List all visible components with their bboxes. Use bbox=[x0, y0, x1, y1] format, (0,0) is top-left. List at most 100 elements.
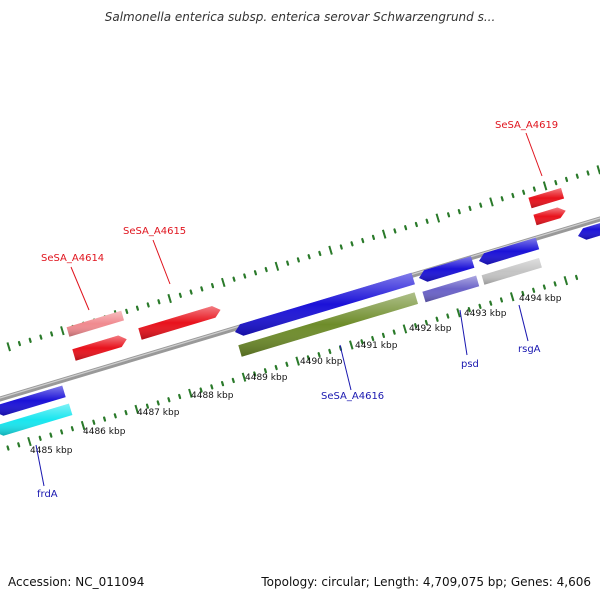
outer-tick-mark bbox=[489, 197, 494, 207]
tick-label-4487: 4487 kbp bbox=[137, 408, 180, 418]
gene-label-rsga: rsgA bbox=[518, 344, 541, 355]
gene-features bbox=[0, 188, 600, 436]
inner-tick-mark bbox=[381, 332, 386, 338]
gene-label-sesa-a4619: SeSA_A4619 bbox=[495, 120, 558, 131]
outer-tick-mark bbox=[468, 205, 472, 212]
outer-tick-mark bbox=[274, 261, 280, 271]
inner-tick-mark bbox=[285, 361, 289, 367]
inner-tick-ring bbox=[6, 274, 579, 451]
inner-tick-mark bbox=[328, 348, 332, 355]
inner-tick-mark bbox=[241, 372, 247, 382]
kbp-tick-labels: 4485 kbp 4486 kbp 4487 kbp 4488 kbp 4489… bbox=[30, 294, 562, 456]
inner-tick-mark bbox=[38, 435, 42, 441]
outer-tick-mark bbox=[200, 286, 204, 292]
outer-tick-mark bbox=[221, 277, 226, 288]
gene-callout-lines bbox=[35, 132, 543, 487]
outer-tick-mark bbox=[511, 192, 515, 199]
inner-tick-mark bbox=[60, 429, 64, 435]
inner-tick-mark bbox=[499, 297, 504, 303]
feature-blue-psd-shading bbox=[419, 256, 475, 282]
outer-tick-mark bbox=[479, 202, 483, 208]
feature-blue-rsga-shading bbox=[479, 237, 540, 265]
outer-tick-mark bbox=[253, 270, 258, 276]
inner-tick-mark bbox=[360, 339, 364, 345]
outer-tick-mark bbox=[28, 337, 32, 343]
inner-tick-mark bbox=[199, 387, 203, 393]
inner-tick-mark bbox=[446, 313, 450, 319]
inner-tick-mark bbox=[113, 413, 117, 419]
outer-tick-mark bbox=[554, 180, 558, 186]
inner-tick-mark bbox=[424, 319, 428, 326]
accession-label: Accession: NC_011094 bbox=[8, 575, 145, 589]
inner-tick-mark bbox=[92, 419, 96, 425]
inner-tick-mark bbox=[563, 276, 569, 286]
inner-tick-mark bbox=[509, 292, 515, 302]
outer-tick-mark bbox=[339, 244, 343, 250]
inner-tick-mark bbox=[521, 290, 525, 297]
inner-tick-mark bbox=[575, 274, 579, 281]
gene-labels: SeSA_A4614 SeSA_A4615 SeSA_A4619 SeSA_A4… bbox=[37, 120, 558, 500]
tick-label-4492: 4492 kbp bbox=[409, 324, 452, 334]
inner-tick-mark bbox=[156, 400, 160, 406]
callout-line-frda bbox=[35, 444, 45, 487]
outer-tick-mark bbox=[361, 237, 365, 244]
tick-label-4485: 4485 kbp bbox=[30, 446, 73, 456]
feature-sesa-a4615-shading bbox=[138, 306, 221, 340]
outer-tick-mark bbox=[522, 189, 526, 195]
feature-blue-frda-shading bbox=[0, 385, 66, 416]
outer-tick-mark bbox=[371, 234, 376, 240]
outer-tick-mark bbox=[586, 170, 590, 176]
feature-sesa-a4619-shading bbox=[533, 207, 566, 226]
inner-tick-mark bbox=[371, 335, 375, 342]
tick-label-4491: 4491 kbp bbox=[355, 341, 398, 351]
outer-tick-mark bbox=[243, 273, 247, 279]
outer-tick-mark bbox=[296, 257, 300, 263]
genome-summary: Topology: circular; Length: 4,709,075 bp… bbox=[261, 575, 591, 589]
outer-tick-mark bbox=[318, 250, 322, 257]
outer-tick-mark bbox=[404, 225, 408, 231]
outer-tick-mark bbox=[157, 299, 161, 305]
inner-tick-mark bbox=[145, 403, 150, 409]
inner-tick-mark bbox=[295, 356, 300, 366]
outer-tick-mark bbox=[575, 173, 579, 179]
outer-tick-mark bbox=[210, 283, 215, 289]
feature-sesa-a4619-top-shading bbox=[528, 188, 565, 209]
feature-frda-cyan-shading bbox=[0, 403, 73, 436]
gene-label-sesa-a4615: SeSA_A4615 bbox=[123, 226, 186, 237]
outer-tick-mark bbox=[135, 305, 140, 311]
inner-tick-mark bbox=[167, 397, 171, 403]
inner-tick-mark bbox=[124, 409, 128, 416]
inner-tick-mark bbox=[220, 381, 225, 387]
inner-tick-mark bbox=[134, 404, 139, 414]
outer-tick-mark bbox=[542, 181, 548, 191]
outer-tick-mark bbox=[232, 276, 236, 282]
feature-psd-slate-shading bbox=[422, 275, 480, 303]
outer-tick-mark bbox=[425, 218, 429, 224]
inner-tick-mark bbox=[49, 432, 53, 438]
inner-tick-mark bbox=[392, 329, 396, 335]
inner-tick-mark bbox=[27, 436, 32, 447]
outer-tick-mark bbox=[350, 241, 354, 247]
outer-tick-mark bbox=[500, 196, 504, 202]
inner-tick-mark bbox=[402, 324, 408, 334]
feature-rsga-gray-shading bbox=[481, 258, 542, 285]
outer-tick-mark bbox=[178, 292, 182, 298]
feature-sesa-a4614-pink-shading bbox=[66, 310, 124, 337]
outer-tick-mark bbox=[565, 176, 569, 183]
outer-tick-mark bbox=[50, 331, 54, 337]
outer-tick-mark bbox=[381, 229, 387, 239]
inner-tick-mark bbox=[17, 442, 21, 448]
tick-label-4488: 4488 kbp bbox=[191, 391, 234, 401]
outer-tick-mark bbox=[17, 340, 22, 347]
gene-label-frda: frdA bbox=[37, 489, 58, 500]
inner-tick-mark bbox=[435, 316, 439, 322]
outer-tick-mark bbox=[414, 221, 418, 228]
outer-tick-mark bbox=[286, 260, 290, 266]
inner-tick-mark bbox=[553, 281, 557, 287]
callout-line-sesa-a4614 bbox=[70, 266, 90, 311]
inner-tick-mark bbox=[188, 388, 193, 398]
feature-blue-large-shading bbox=[235, 272, 415, 336]
inner-tick-mark bbox=[253, 371, 257, 377]
inner-tick-mark bbox=[274, 364, 278, 371]
gene-label-sesa-a4616: SeSA_A4616 bbox=[321, 391, 384, 402]
